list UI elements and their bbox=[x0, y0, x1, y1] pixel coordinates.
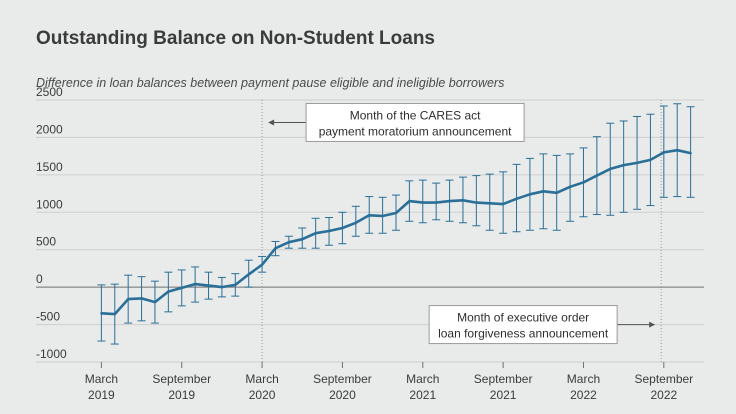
data-point bbox=[528, 193, 532, 196]
chart-subtitle: Difference in loan balances between paym… bbox=[36, 76, 505, 90]
data-point bbox=[542, 190, 545, 193]
data-point bbox=[287, 241, 291, 244]
y-tick-label: 2500 bbox=[36, 85, 63, 99]
y-tick-label: 1500 bbox=[36, 160, 63, 174]
data-point bbox=[609, 167, 612, 171]
x-tick-label: 2021 bbox=[409, 388, 436, 402]
x-tick-label: 2019 bbox=[168, 388, 195, 402]
annotation-text: Month of the CARES act bbox=[350, 108, 481, 122]
annotation-text: payment moratorium announcement bbox=[319, 124, 512, 138]
x-tick-label: September bbox=[634, 372, 693, 386]
data-point bbox=[448, 199, 451, 203]
x-tick-label: 2019 bbox=[88, 388, 115, 402]
data-point bbox=[394, 211, 398, 215]
data-point bbox=[381, 214, 384, 218]
data-point bbox=[126, 297, 130, 301]
x-tick-label: 2022 bbox=[570, 388, 597, 402]
data-point bbox=[167, 290, 170, 293]
x-tick-label: September bbox=[152, 372, 211, 386]
data-point bbox=[113, 312, 116, 316]
data-point bbox=[368, 214, 371, 217]
data-point bbox=[207, 284, 210, 287]
x-tick-label: March bbox=[406, 372, 439, 386]
annotation-arrowhead bbox=[268, 119, 275, 126]
chart-title: Outstanding Balance on Non-Student Loans bbox=[36, 28, 435, 49]
annotation-text: loan forgiveness announcement bbox=[438, 327, 609, 341]
annotation-box bbox=[428, 305, 618, 345]
data-point bbox=[193, 282, 197, 286]
data-point bbox=[501, 202, 505, 206]
y-tick-label: -500 bbox=[36, 310, 60, 324]
y-tick-label: 0 bbox=[36, 272, 43, 286]
data-point bbox=[100, 312, 103, 315]
annotation-text: Month of executive order bbox=[457, 311, 589, 325]
x-tick-label: 2022 bbox=[650, 388, 677, 402]
x-tick-label: 2020 bbox=[329, 388, 356, 402]
x-tick-label: March bbox=[85, 372, 118, 386]
data-point bbox=[140, 297, 143, 300]
data-point bbox=[515, 197, 518, 201]
data-point bbox=[327, 229, 331, 233]
data-point bbox=[662, 151, 666, 154]
y-tick-label: -1000 bbox=[36, 347, 67, 361]
data-point bbox=[635, 161, 639, 165]
data-point bbox=[408, 199, 411, 203]
data-point bbox=[354, 221, 358, 224]
annotation-box bbox=[305, 102, 525, 142]
annotation-arrowhead bbox=[649, 321, 656, 328]
data-point bbox=[676, 148, 679, 152]
data-point bbox=[153, 300, 157, 304]
data-point bbox=[475, 201, 478, 204]
data-point bbox=[234, 283, 237, 287]
data-point bbox=[582, 181, 585, 184]
data-point bbox=[247, 273, 250, 276]
data-point bbox=[689, 151, 692, 155]
data-point bbox=[180, 286, 183, 290]
data-point bbox=[555, 191, 558, 195]
data-point bbox=[649, 158, 652, 162]
data-point bbox=[488, 202, 491, 205]
data-point bbox=[314, 232, 317, 235]
y-tick-label: 2000 bbox=[36, 122, 63, 136]
data-point bbox=[622, 163, 625, 167]
x-tick-label: 2020 bbox=[249, 388, 276, 402]
x-tick-label: September bbox=[474, 372, 533, 386]
data-point bbox=[260, 263, 264, 266]
data-point bbox=[274, 247, 277, 250]
data-point bbox=[461, 199, 465, 202]
data-point bbox=[220, 285, 224, 289]
data-point bbox=[434, 201, 438, 204]
data-point bbox=[568, 185, 572, 189]
data-point bbox=[341, 226, 344, 230]
data-point bbox=[595, 174, 599, 177]
y-tick-label: 500 bbox=[36, 235, 56, 249]
data-point bbox=[301, 238, 304, 241]
x-tick-label: 2021 bbox=[490, 388, 517, 402]
x-tick-label: September bbox=[313, 372, 372, 386]
y-tick-label: 1000 bbox=[36, 197, 63, 211]
x-tick-label: March bbox=[567, 372, 600, 386]
x-tick-label: March bbox=[245, 372, 278, 386]
data-point bbox=[421, 201, 424, 204]
